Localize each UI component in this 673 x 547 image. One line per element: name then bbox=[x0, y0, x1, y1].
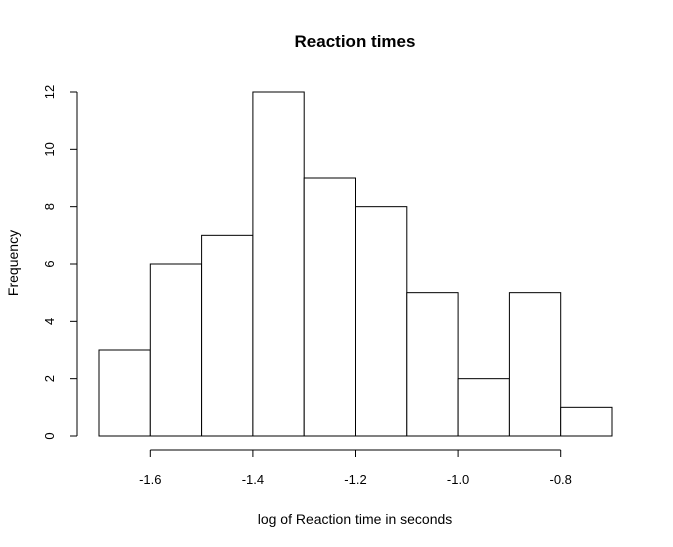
histogram-bar bbox=[303, 177, 357, 437]
histogram-bar bbox=[98, 349, 151, 437]
histogram-bar bbox=[201, 234, 254, 437]
y-tick-label: 6 bbox=[42, 260, 57, 267]
y-tick-label: 12 bbox=[42, 85, 57, 99]
chart-title: Reaction times bbox=[295, 32, 416, 51]
histogram-bar bbox=[149, 263, 203, 437]
y-tick-label: 2 bbox=[42, 375, 57, 382]
histogram-bar bbox=[457, 378, 510, 437]
y-axis-label: Frequency bbox=[5, 230, 21, 296]
histogram-bar bbox=[560, 406, 613, 437]
bars-group bbox=[98, 91, 613, 437]
y-tick-label: 4 bbox=[42, 318, 57, 325]
y-axis: 0 2 4 6 8 10 12 bbox=[42, 85, 78, 440]
histogram-bar bbox=[355, 206, 408, 437]
x-axis-label: log of Reaction time in seconds bbox=[258, 511, 453, 527]
y-tick-label: 8 bbox=[42, 203, 57, 210]
x-tick-label: -1.6 bbox=[139, 472, 161, 487]
histogram-bar bbox=[508, 292, 562, 437]
x-axis: -1.6 -1.4 -1.2 -1.0 -0.8 bbox=[139, 449, 572, 487]
x-tick-label: -1.0 bbox=[447, 472, 469, 487]
x-tick-label: -1.4 bbox=[242, 472, 264, 487]
histogram-bar bbox=[406, 292, 459, 437]
y-tick-label: 10 bbox=[42, 142, 57, 156]
y-tick-label: 0 bbox=[42, 432, 57, 439]
histogram-bar bbox=[252, 91, 305, 437]
x-tick-label: -0.8 bbox=[549, 472, 571, 487]
x-tick-label: -1.2 bbox=[344, 472, 366, 487]
